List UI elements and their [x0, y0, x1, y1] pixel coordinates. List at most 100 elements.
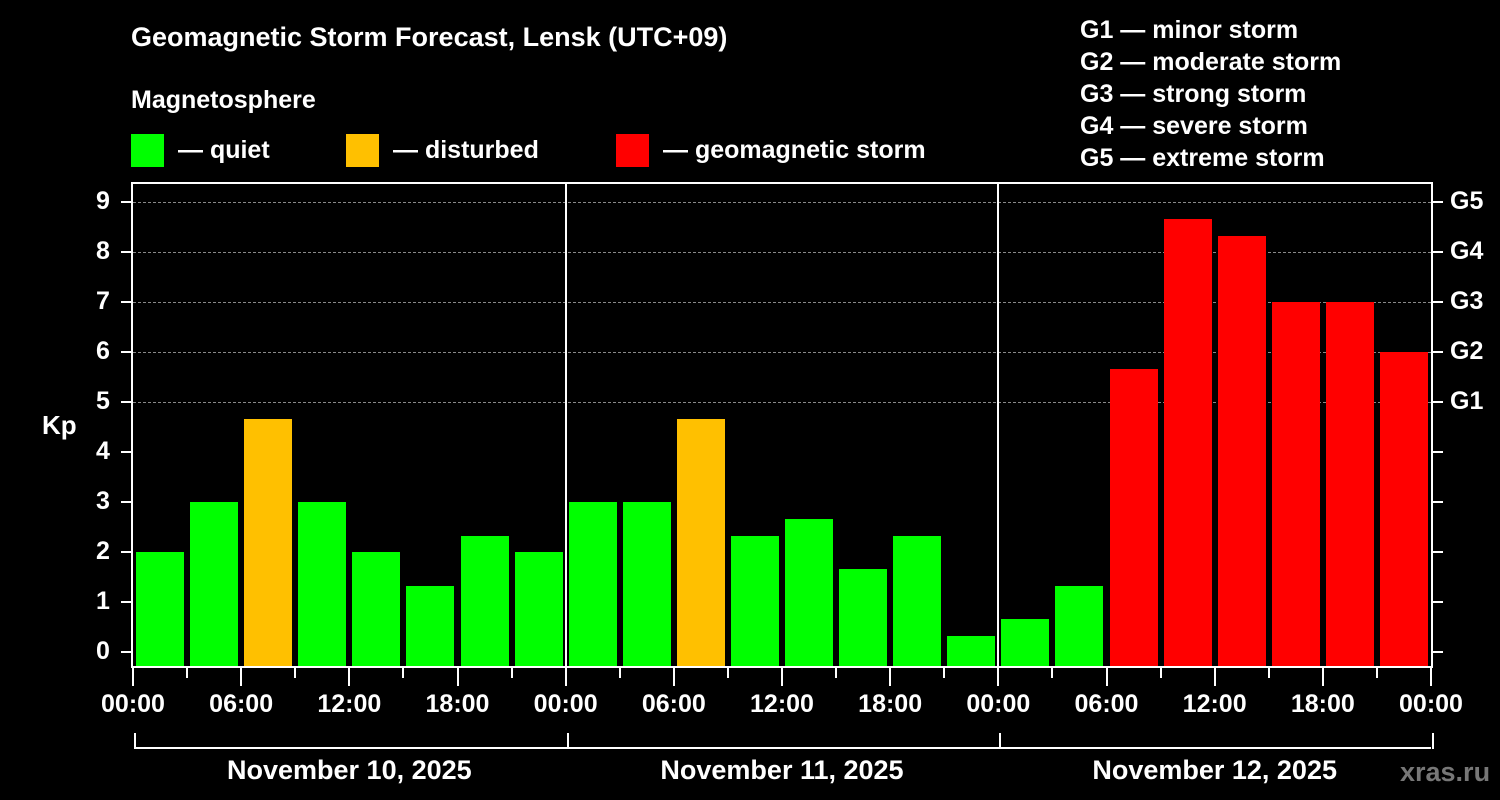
kp-bar	[1055, 585, 1104, 667]
y-tick	[121, 451, 131, 453]
x-tick	[889, 668, 892, 686]
kp-bar	[1163, 218, 1212, 667]
y-tick-label: 4	[96, 437, 110, 465]
kp-bar	[622, 502, 671, 667]
x-tick	[1430, 668, 1432, 686]
kp-bar	[514, 552, 563, 667]
y-tick	[121, 551, 131, 553]
x-tick	[1051, 668, 1054, 678]
right-tick	[1433, 401, 1443, 403]
kp-bar	[730, 535, 779, 667]
gridline	[133, 352, 1431, 353]
right-tick	[1433, 551, 1443, 553]
y-tick	[121, 301, 131, 303]
y-tick	[121, 351, 131, 353]
g-legend-g2: G2 — moderate storm	[1080, 48, 1342, 76]
x-tick	[781, 668, 783, 686]
g-tick-label: G5	[1450, 187, 1484, 215]
right-tick	[1433, 451, 1443, 453]
legend-item-storm: — geomagnetic storm	[616, 133, 926, 167]
gridline	[133, 302, 1431, 303]
date-label: November 10, 2025	[227, 755, 472, 785]
x-tick	[348, 668, 351, 686]
chart-title: Geomagnetic Storm Forecast, Lensk (UTC+0…	[131, 22, 728, 52]
legend-label-quiet: — quiet	[178, 135, 270, 164]
kp-bar	[244, 418, 293, 667]
x-tick-label: 00:00	[101, 690, 165, 718]
kp-bar	[785, 518, 834, 667]
g-legend-g3: G3 — strong storm	[1080, 80, 1307, 108]
kp-bar	[1217, 235, 1266, 667]
x-tick	[456, 668, 459, 686]
right-tick	[1433, 601, 1443, 603]
x-tick	[402, 668, 405, 678]
kp-bar	[1109, 368, 1158, 667]
x-tick-label: 18:00	[858, 690, 923, 718]
legend-item-quiet: — quiet	[131, 133, 270, 167]
x-tick	[1159, 668, 1162, 678]
x-tick-label: 06:00	[1074, 690, 1139, 718]
x-tick	[672, 668, 675, 686]
storm-swatch	[616, 133, 649, 167]
date-bracket-tick	[999, 733, 1002, 749]
kp-bar	[1271, 302, 1320, 667]
x-tick	[618, 668, 621, 678]
y-tick	[121, 201, 131, 203]
x-tick	[1321, 668, 1324, 686]
y-tick-label: 1	[96, 587, 110, 615]
kp-bar	[298, 502, 347, 667]
x-tick-label: 18:00	[425, 690, 490, 718]
g-tick-label: G4	[1450, 237, 1484, 265]
g-scale-legend: G1 — minor storm G2 — moderate storm G3 …	[1080, 14, 1341, 174]
x-tick-label: 06:00	[641, 690, 706, 718]
y-tick-label: 5	[96, 387, 110, 415]
x-tick	[132, 668, 134, 686]
g-legend-g1: G1 — minor storm	[1080, 16, 1299, 44]
g-tick-label: G3	[1450, 287, 1484, 315]
date-bracket-tick	[566, 733, 569, 749]
g-legend-g4: G4 — severe storm	[1080, 112, 1308, 140]
date-label: November 12, 2025	[1092, 755, 1337, 785]
kp-bar	[406, 585, 455, 667]
date-label: November 11, 2025	[660, 755, 904, 785]
x-tick	[1105, 668, 1108, 686]
x-tick	[997, 668, 1000, 686]
y-tick-label: 2	[96, 537, 110, 565]
gridline	[133, 202, 1431, 203]
kp-bar	[460, 535, 509, 667]
y-tick-label: 8	[96, 237, 110, 265]
right-tick	[1433, 501, 1443, 503]
right-tick	[1433, 251, 1443, 253]
date-bracket	[135, 747, 1431, 749]
x-tick	[726, 668, 729, 678]
x-tick	[943, 668, 946, 678]
x-tick-label: 12:00	[750, 690, 814, 718]
date-bracket-tick	[134, 733, 136, 749]
right-tick	[1433, 651, 1443, 653]
date-bracket-tick	[1432, 733, 1434, 749]
legend-label-storm: — geomagnetic storm	[663, 135, 926, 164]
x-tick	[510, 668, 513, 678]
plot-frame	[131, 182, 1433, 668]
x-tick	[1267, 668, 1270, 678]
kp-bar	[1325, 302, 1374, 667]
x-tick	[1213, 668, 1216, 686]
x-tick-label: 12:00	[317, 690, 382, 718]
kp-bar	[893, 535, 942, 667]
legend-title: Magnetosphere	[131, 86, 316, 114]
y-tick-label: 7	[96, 287, 110, 315]
y-axis-label: Kp	[42, 410, 77, 440]
day-separator	[997, 182, 1000, 668]
kp-bar	[676, 418, 725, 667]
day-separator	[564, 182, 567, 668]
legend-label-disturbed: — disturbed	[393, 135, 539, 164]
g-legend-g5: G5 — extreme storm	[1080, 144, 1325, 172]
y-tick-label: 9	[96, 187, 110, 215]
gridline	[133, 252, 1431, 253]
y-tick	[121, 251, 131, 253]
x-tick-label: 12:00	[1182, 690, 1247, 718]
kp-bar	[136, 552, 185, 667]
y-tick-label: 3	[96, 487, 110, 515]
kp-bar	[839, 568, 888, 667]
y-tick-label: 6	[96, 337, 110, 365]
